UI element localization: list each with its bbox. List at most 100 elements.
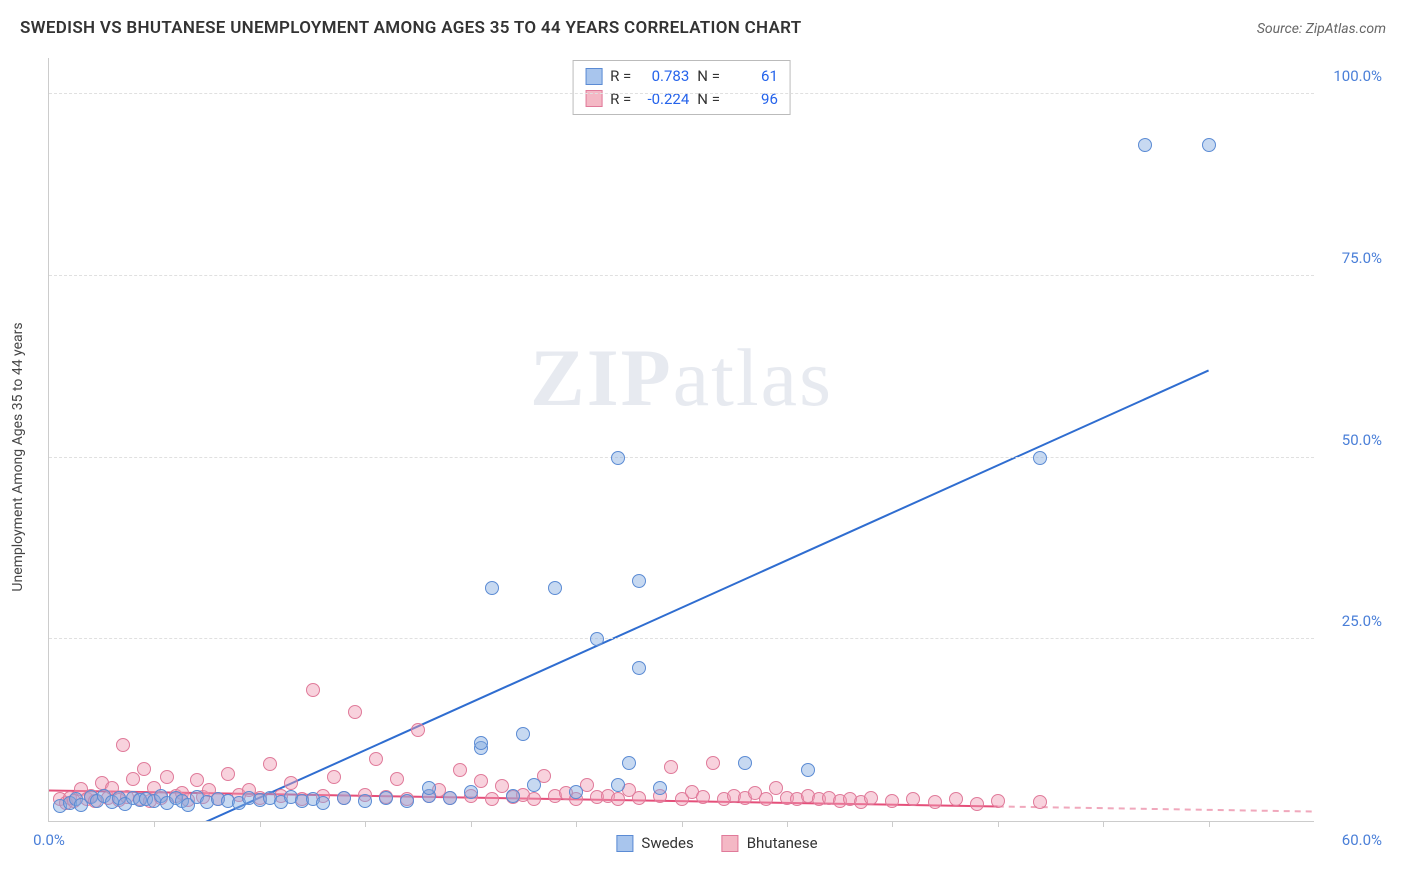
swedes-point xyxy=(242,791,256,805)
bhutanese-point xyxy=(316,789,330,803)
stats-box: R = 0.783 N = 61 R = -0.224 N = 96 xyxy=(572,60,791,115)
x-tick xyxy=(682,821,683,827)
swedes-point xyxy=(295,794,309,808)
swedes-point xyxy=(400,794,414,808)
swedes-point xyxy=(622,756,636,770)
bhutanese-point xyxy=(120,790,134,804)
swedes-point xyxy=(232,796,246,810)
stats-row-swedes: R = 0.783 N = 61 xyxy=(585,65,778,88)
legend-swatch-swedes xyxy=(616,835,633,852)
stats-n-bhutanese: 96 xyxy=(728,88,778,111)
bhutanese-point xyxy=(559,786,573,800)
swedes-point xyxy=(569,785,583,799)
swedes-point xyxy=(316,796,330,810)
swedes-point xyxy=(147,794,161,808)
bhutanese-point xyxy=(622,783,636,797)
swedes-point xyxy=(63,796,77,810)
bhutanese-point xyxy=(400,792,414,806)
bhutanese-point xyxy=(369,752,383,766)
chart-header: SWEDISH VS BHUTANESE UNEMPLOYMENT AMONG … xyxy=(20,18,1386,38)
bhutanese-point xyxy=(801,789,815,803)
bhutanese-point xyxy=(632,791,646,805)
chart-source: Source: ZipAtlas.com xyxy=(1257,21,1386,37)
swedes-point xyxy=(1138,138,1152,152)
x-tick xyxy=(471,821,472,827)
bhutanese-point xyxy=(580,778,594,792)
swedes-point xyxy=(69,792,83,806)
swedes-point xyxy=(801,763,815,777)
swedes-point xyxy=(118,797,132,811)
trend-lines xyxy=(49,58,1314,821)
y-tick-label: 100.0% xyxy=(1322,67,1382,85)
bhutanese-point xyxy=(569,792,583,806)
bhutanese-point xyxy=(854,795,868,809)
bhutanese-point xyxy=(906,792,920,806)
stats-r-swedes: 0.783 xyxy=(639,65,689,88)
bhutanese-point xyxy=(95,776,109,790)
bhutanese-point xyxy=(991,794,1005,808)
bhutanese-point xyxy=(181,793,195,807)
bhutanese-point xyxy=(116,738,130,752)
bhutanese-point xyxy=(175,786,189,800)
bhutanese-point xyxy=(790,792,804,806)
swedes-point xyxy=(1202,138,1216,152)
bhutanese-point xyxy=(537,769,551,783)
swedes-point xyxy=(190,790,204,804)
bhutanese-point xyxy=(306,683,320,697)
swedes-point xyxy=(516,727,530,741)
bhutanese-point xyxy=(516,788,530,802)
swedes-point xyxy=(253,793,267,807)
stats-row-bhutanese: R = -0.224 N = 96 xyxy=(585,88,778,111)
x-tick xyxy=(576,821,577,827)
bhutanese-point xyxy=(154,791,168,805)
swedes-point xyxy=(443,791,457,805)
x-tick xyxy=(787,821,788,827)
bhutanese-point xyxy=(133,792,147,806)
x-tick xyxy=(154,821,155,827)
bhutanese-point xyxy=(485,792,499,806)
bhutanese-point xyxy=(696,790,710,804)
bhutanese-point xyxy=(143,794,157,808)
bhutanese-point xyxy=(348,705,362,719)
chart-title: SWEDISH VS BHUTANESE UNEMPLOYMENT AMONG … xyxy=(20,18,802,38)
swedes-point xyxy=(105,795,119,809)
x-tick xyxy=(1209,821,1210,827)
swedes-point xyxy=(306,792,320,806)
swedes-point xyxy=(211,792,225,806)
bhutanese-point xyxy=(137,762,151,776)
swedes-point xyxy=(284,790,298,804)
bhutanese-point xyxy=(263,757,277,771)
bhutanese-point xyxy=(112,793,126,807)
stats-n-label: N = xyxy=(697,65,720,88)
swedes-point xyxy=(133,793,147,807)
bhutanese-point xyxy=(759,792,773,806)
swedes-point xyxy=(160,796,174,810)
legend-label-bhutanese: Bhutanese xyxy=(747,834,818,852)
legend-label-swedes: Swedes xyxy=(641,834,693,852)
swedes-point xyxy=(337,791,351,805)
x-tick xyxy=(365,821,366,827)
bhutanese-point xyxy=(80,792,94,806)
bhutanese-point xyxy=(411,723,425,737)
swedes-point xyxy=(112,791,126,805)
watermark-zip: ZIP xyxy=(530,332,673,423)
swedes-point xyxy=(175,794,189,808)
bhutanese-point xyxy=(274,789,288,803)
swedes-point xyxy=(485,581,499,595)
x-tick-label-left: 0.0% xyxy=(33,831,65,849)
bhutanese-point xyxy=(970,797,984,811)
swedes-point xyxy=(84,790,98,804)
gridline xyxy=(49,638,1314,639)
bhutanese-point xyxy=(611,792,625,806)
bhutanese-point xyxy=(160,770,174,784)
legend: Swedes Bhutanese xyxy=(616,834,817,852)
bhutanese-point xyxy=(548,789,562,803)
bhutanese-point xyxy=(105,781,119,795)
bhutanese-point xyxy=(748,786,762,800)
legend-item-bhutanese: Bhutanese xyxy=(722,834,818,852)
bhutanese-point xyxy=(864,791,878,805)
swedes-point xyxy=(1033,451,1047,465)
bhutanese-point xyxy=(833,794,847,808)
bhutanese-point xyxy=(432,783,446,797)
gridline xyxy=(49,457,1314,458)
